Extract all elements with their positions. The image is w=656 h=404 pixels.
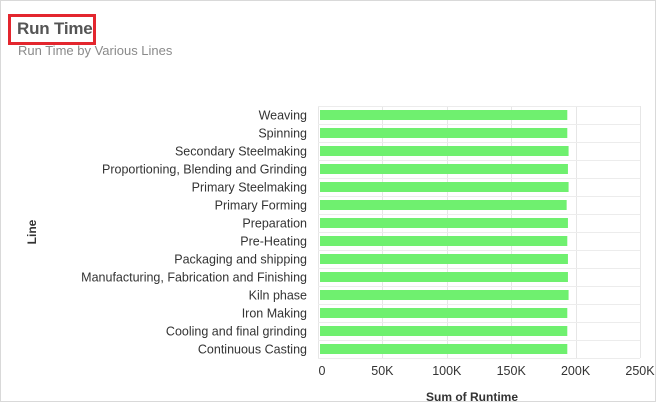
x-tick-label: 100K: [432, 364, 462, 378]
x-tick-label: 200K: [561, 364, 591, 378]
x-axis-label: Sum of Runtime: [426, 390, 518, 404]
category-label: Cooling and final grinding: [166, 325, 307, 339]
bar: [320, 218, 568, 228]
category-label: Continuous Casting: [198, 343, 307, 357]
y-axis-label: Line: [25, 219, 39, 245]
x-tick-label: 50K: [371, 364, 394, 378]
category-label: Packaging and shipping: [174, 253, 307, 267]
bar: [320, 128, 568, 138]
bar: [320, 308, 568, 318]
category-label: Spinning: [258, 127, 307, 141]
category-label: Iron Making: [242, 307, 307, 321]
category-label: Primary Steelmaking: [192, 181, 307, 195]
category-label: Primary Forming: [215, 199, 307, 213]
bar: [320, 272, 568, 282]
category-label: Weaving: [259, 109, 307, 123]
bar: [320, 200, 567, 210]
bar: [320, 110, 568, 120]
chart-subtitle: Run Time by Various Lines: [18, 43, 173, 58]
bar: [320, 164, 568, 174]
bar: [320, 290, 569, 300]
category-label: Proportioning, Blending and Grinding: [102, 163, 307, 177]
x-tick-label: 0: [319, 364, 326, 378]
bar: [320, 146, 569, 156]
bar: [320, 236, 568, 246]
bar: [320, 344, 568, 354]
category-label: Kiln phase: [249, 289, 307, 303]
x-tick-label: 250K: [625, 364, 655, 378]
category-label: Secondary Steelmaking: [175, 145, 307, 159]
bar: [320, 182, 569, 192]
bar: [320, 326, 568, 336]
category-label: Manufacturing, Fabrication and Finishing: [81, 271, 307, 285]
category-label: Preparation: [242, 217, 307, 231]
x-tick-label: 150K: [497, 364, 527, 378]
category-label: Pre-Heating: [240, 235, 307, 249]
bar: [320, 254, 568, 264]
title-highlight-box: [8, 14, 96, 45]
chart-title: Run Time: [17, 19, 93, 38]
